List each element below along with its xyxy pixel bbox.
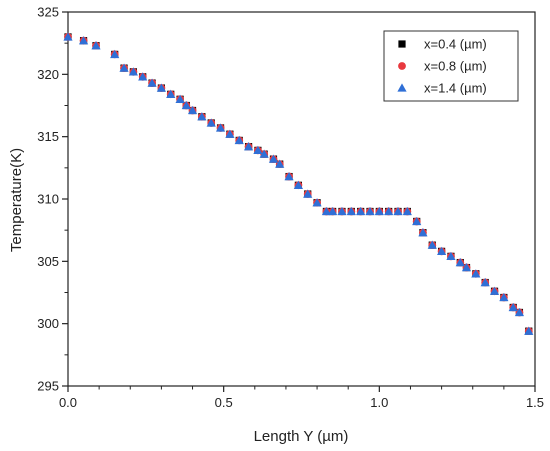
data-point <box>328 206 338 216</box>
data-point <box>91 41 101 50</box>
data-point <box>337 206 347 216</box>
data-point <box>259 149 269 158</box>
data-point <box>268 154 279 163</box>
x-axis-title: Length Y (µm) <box>254 428 349 445</box>
data-point <box>303 189 313 198</box>
data-point <box>418 228 428 237</box>
series-3 <box>63 32 534 335</box>
legend-marker <box>398 40 406 48</box>
data-points <box>63 32 534 336</box>
data-point <box>346 206 356 216</box>
y-tick-label: 300 <box>37 316 59 331</box>
data-point <box>437 246 447 256</box>
data-point <box>63 32 73 41</box>
data-point <box>128 67 138 76</box>
x-tick-label: 0.5 <box>215 395 233 410</box>
axis-ticks: 0.0 0.5 1.0 1.5 295 300 305 310 315 320 325 <box>37 5 544 411</box>
legend-label: x=0.4 (µm) <box>424 37 487 52</box>
data-point <box>393 206 403 216</box>
legend-label: x=1.4 (µm) <box>424 81 487 96</box>
data-point <box>524 326 534 335</box>
data-point <box>480 277 490 287</box>
legend: x=0.4 (µm) x=0.8 (µm) x=1.4 (µm) <box>383 30 519 102</box>
data-point <box>489 286 500 295</box>
data-point <box>275 159 285 168</box>
data-point <box>356 206 366 216</box>
data-point <box>508 302 518 312</box>
data-point <box>225 129 235 138</box>
data-point <box>147 78 157 87</box>
legend-marker <box>397 83 407 92</box>
data-point <box>499 292 509 302</box>
y-tick-label: 305 <box>37 254 59 269</box>
data-point <box>427 240 437 249</box>
data-point <box>175 94 185 103</box>
data-point <box>471 269 481 278</box>
data-point <box>284 171 294 181</box>
y-tick-label: 325 <box>37 5 59 20</box>
data-point <box>514 307 525 317</box>
x-tick-label: 0.0 <box>59 395 77 410</box>
data-point <box>78 36 89 45</box>
data-point <box>446 251 456 261</box>
y-tick-label: 315 <box>37 129 59 144</box>
data-point <box>243 142 254 151</box>
data-point <box>321 206 332 216</box>
data-point <box>206 118 216 127</box>
data-point <box>181 100 191 110</box>
data-point <box>110 49 120 59</box>
data-point <box>197 112 207 121</box>
y-tick-label: 310 <box>37 192 59 207</box>
data-point <box>166 89 176 98</box>
x-tick-label: 1.0 <box>370 395 388 410</box>
y-axis-title: Temperature(K) <box>8 148 25 252</box>
data-point <box>293 180 303 189</box>
data-point <box>119 63 129 72</box>
data-point <box>374 206 384 216</box>
legend-label: x=0.8 (µm) <box>424 59 487 74</box>
data-point <box>138 72 148 81</box>
data-point <box>384 206 394 216</box>
y-tick-label: 320 <box>37 67 59 82</box>
data-point <box>412 216 422 226</box>
data-point <box>156 83 166 92</box>
y-tick-label: 295 <box>37 379 59 394</box>
data-point <box>215 123 226 132</box>
data-point <box>402 206 412 216</box>
data-point <box>234 135 244 145</box>
data-point <box>187 105 198 115</box>
data-point <box>455 257 465 267</box>
data-point <box>365 206 375 216</box>
data-point <box>312 198 322 207</box>
x-tick-label: 1.5 <box>526 395 544 410</box>
legend-box <box>383 30 519 102</box>
data-point <box>253 145 263 155</box>
legend-marker <box>398 62 406 70</box>
data-point <box>461 262 472 272</box>
